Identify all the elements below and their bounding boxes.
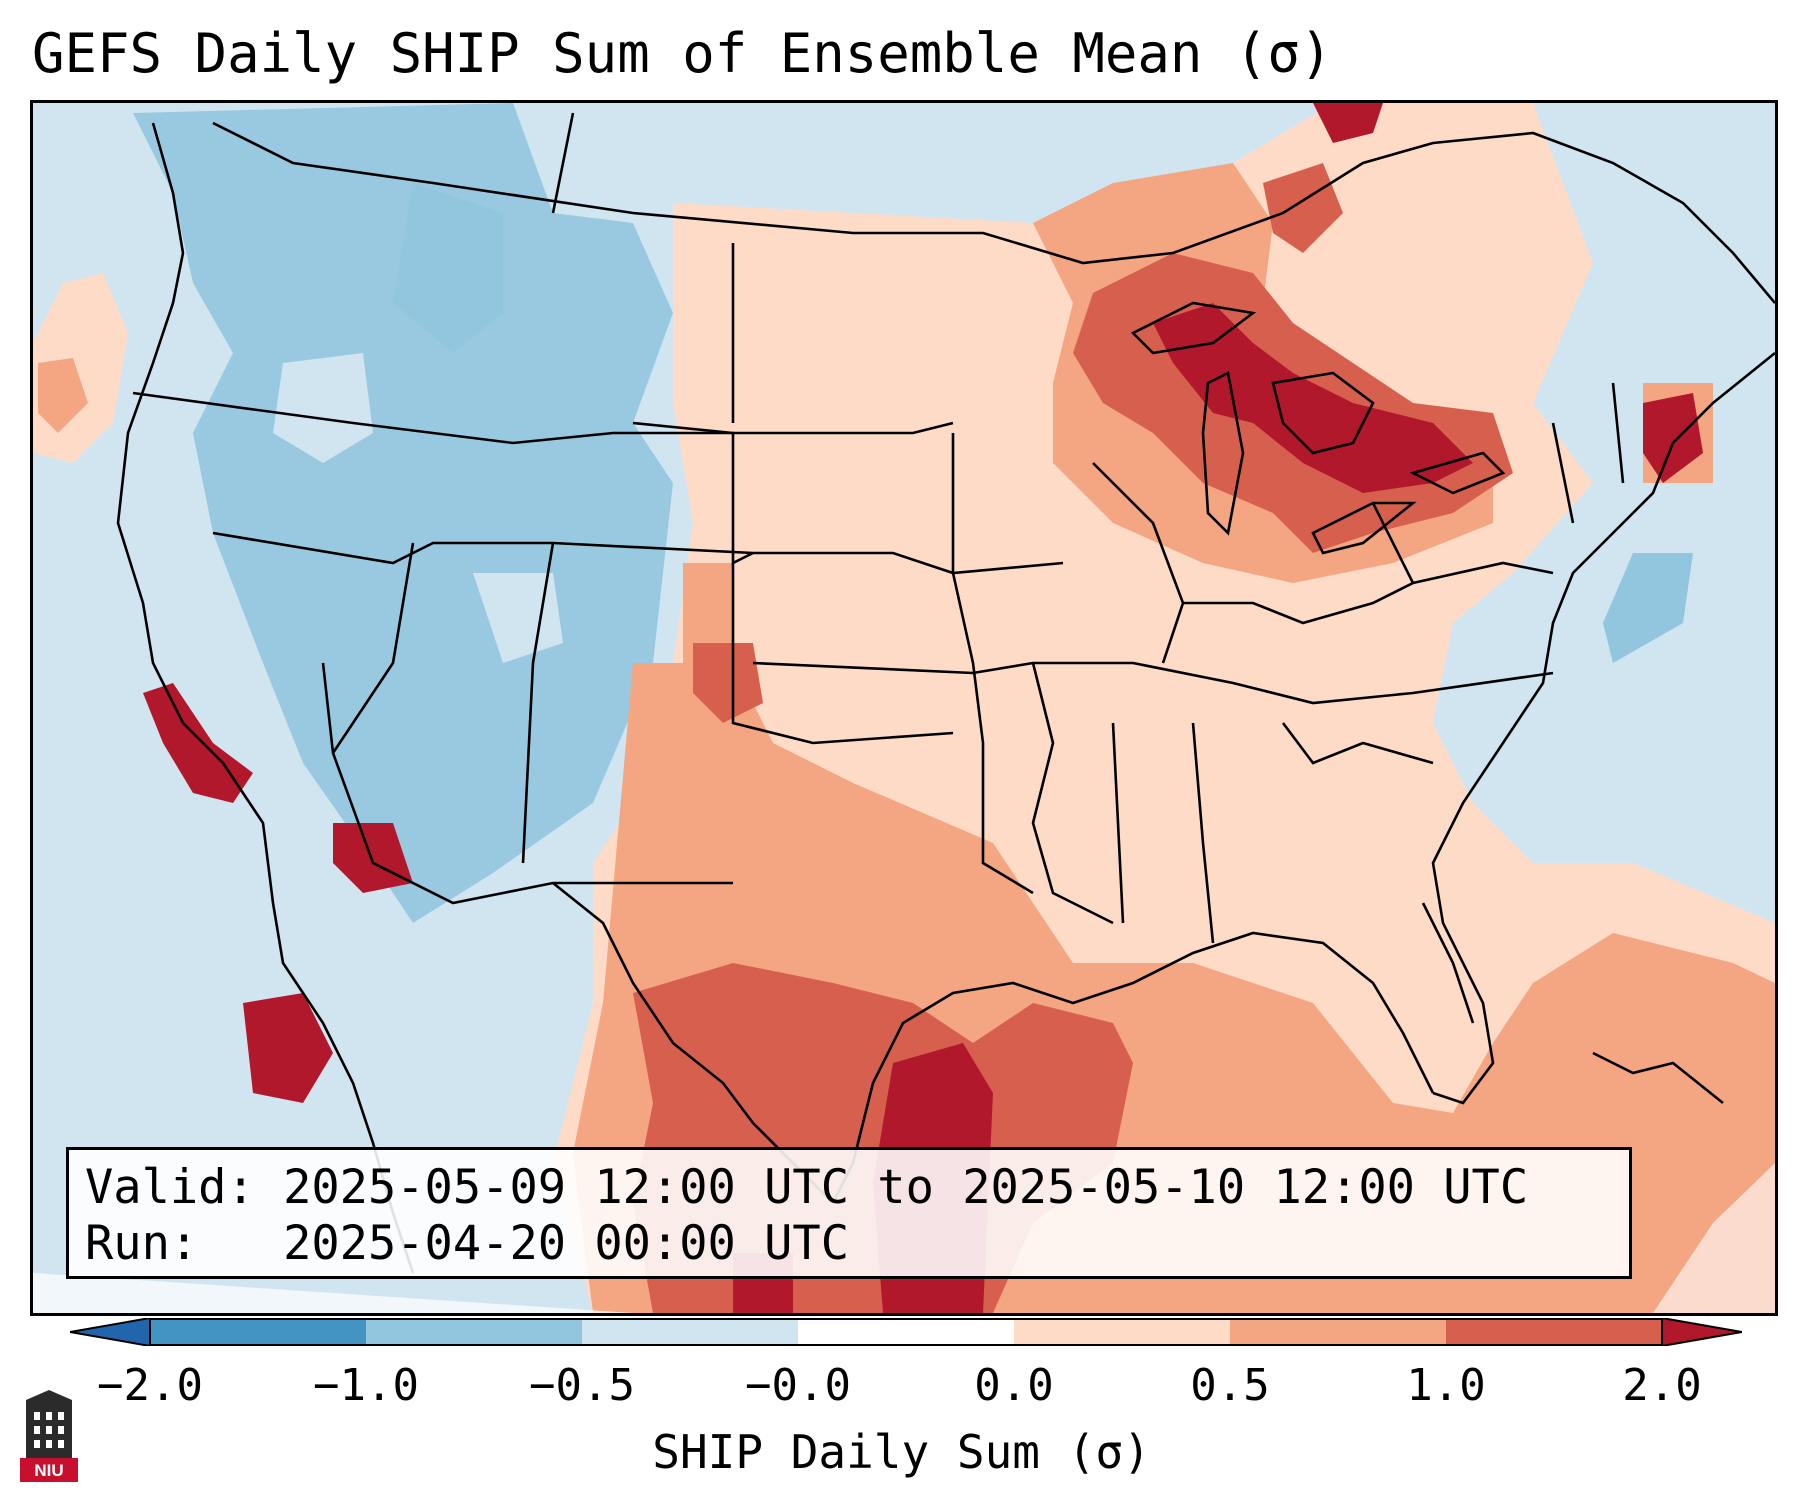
colorbar-tick-label: −2.0 xyxy=(97,1360,203,1411)
colorbar-seg-5 xyxy=(1014,1318,1230,1346)
colorbar-seg-7 xyxy=(1446,1318,1662,1346)
colorbar-tick-label: −1.0 xyxy=(313,1360,419,1411)
colorbar-seg-3 xyxy=(582,1318,798,1346)
colorbar-seg-2 xyxy=(366,1318,582,1346)
colorbar-tick-label: −0.0 xyxy=(745,1360,851,1411)
colorbar-tick-label: 1.0 xyxy=(1406,1360,1486,1411)
run-time-line: Run: 2025-04-20 00:00 UTC xyxy=(85,1216,850,1271)
colorbar-seg-6 xyxy=(1230,1318,1446,1346)
colorbar-axis-label: SHIP Daily Sum (σ) xyxy=(652,1425,1151,1479)
colorbar-tick-label: 2.0 xyxy=(1622,1360,1702,1411)
colorbar-tick-label: 0.5 xyxy=(1190,1360,1270,1411)
colorbar-tick-label: −0.5 xyxy=(529,1360,635,1411)
negative-west xyxy=(133,103,673,923)
valid-time-line: Valid: 2025-05-09 12:00 UTC to 2025-05-1… xyxy=(85,1160,1529,1215)
anomaly-map xyxy=(33,103,1775,1313)
niu-logo: NIU xyxy=(20,1390,78,1482)
colorbar-seg-1 xyxy=(150,1318,366,1346)
great-lakes-shapes xyxy=(1130,301,1506,555)
map-title: GEFS Daily SHIP Sum of Ensemble Mean (σ) xyxy=(32,22,1333,85)
colorbar xyxy=(70,1318,1742,1346)
colorbar-seg-4 xyxy=(798,1318,1014,1346)
validity-info-box: Valid: 2025-05-09 12:00 UTC to 2025-05-1… xyxy=(66,1147,1632,1279)
boundary-lines xyxy=(116,112,1775,1274)
colorbar-extend-high xyxy=(1661,1318,1742,1346)
map-panel xyxy=(30,100,1778,1316)
colorbar-tick-label: 0.0 xyxy=(974,1360,1054,1411)
colorbar-extend-low xyxy=(70,1318,151,1346)
svg-text:NIU: NIU xyxy=(34,1461,63,1480)
